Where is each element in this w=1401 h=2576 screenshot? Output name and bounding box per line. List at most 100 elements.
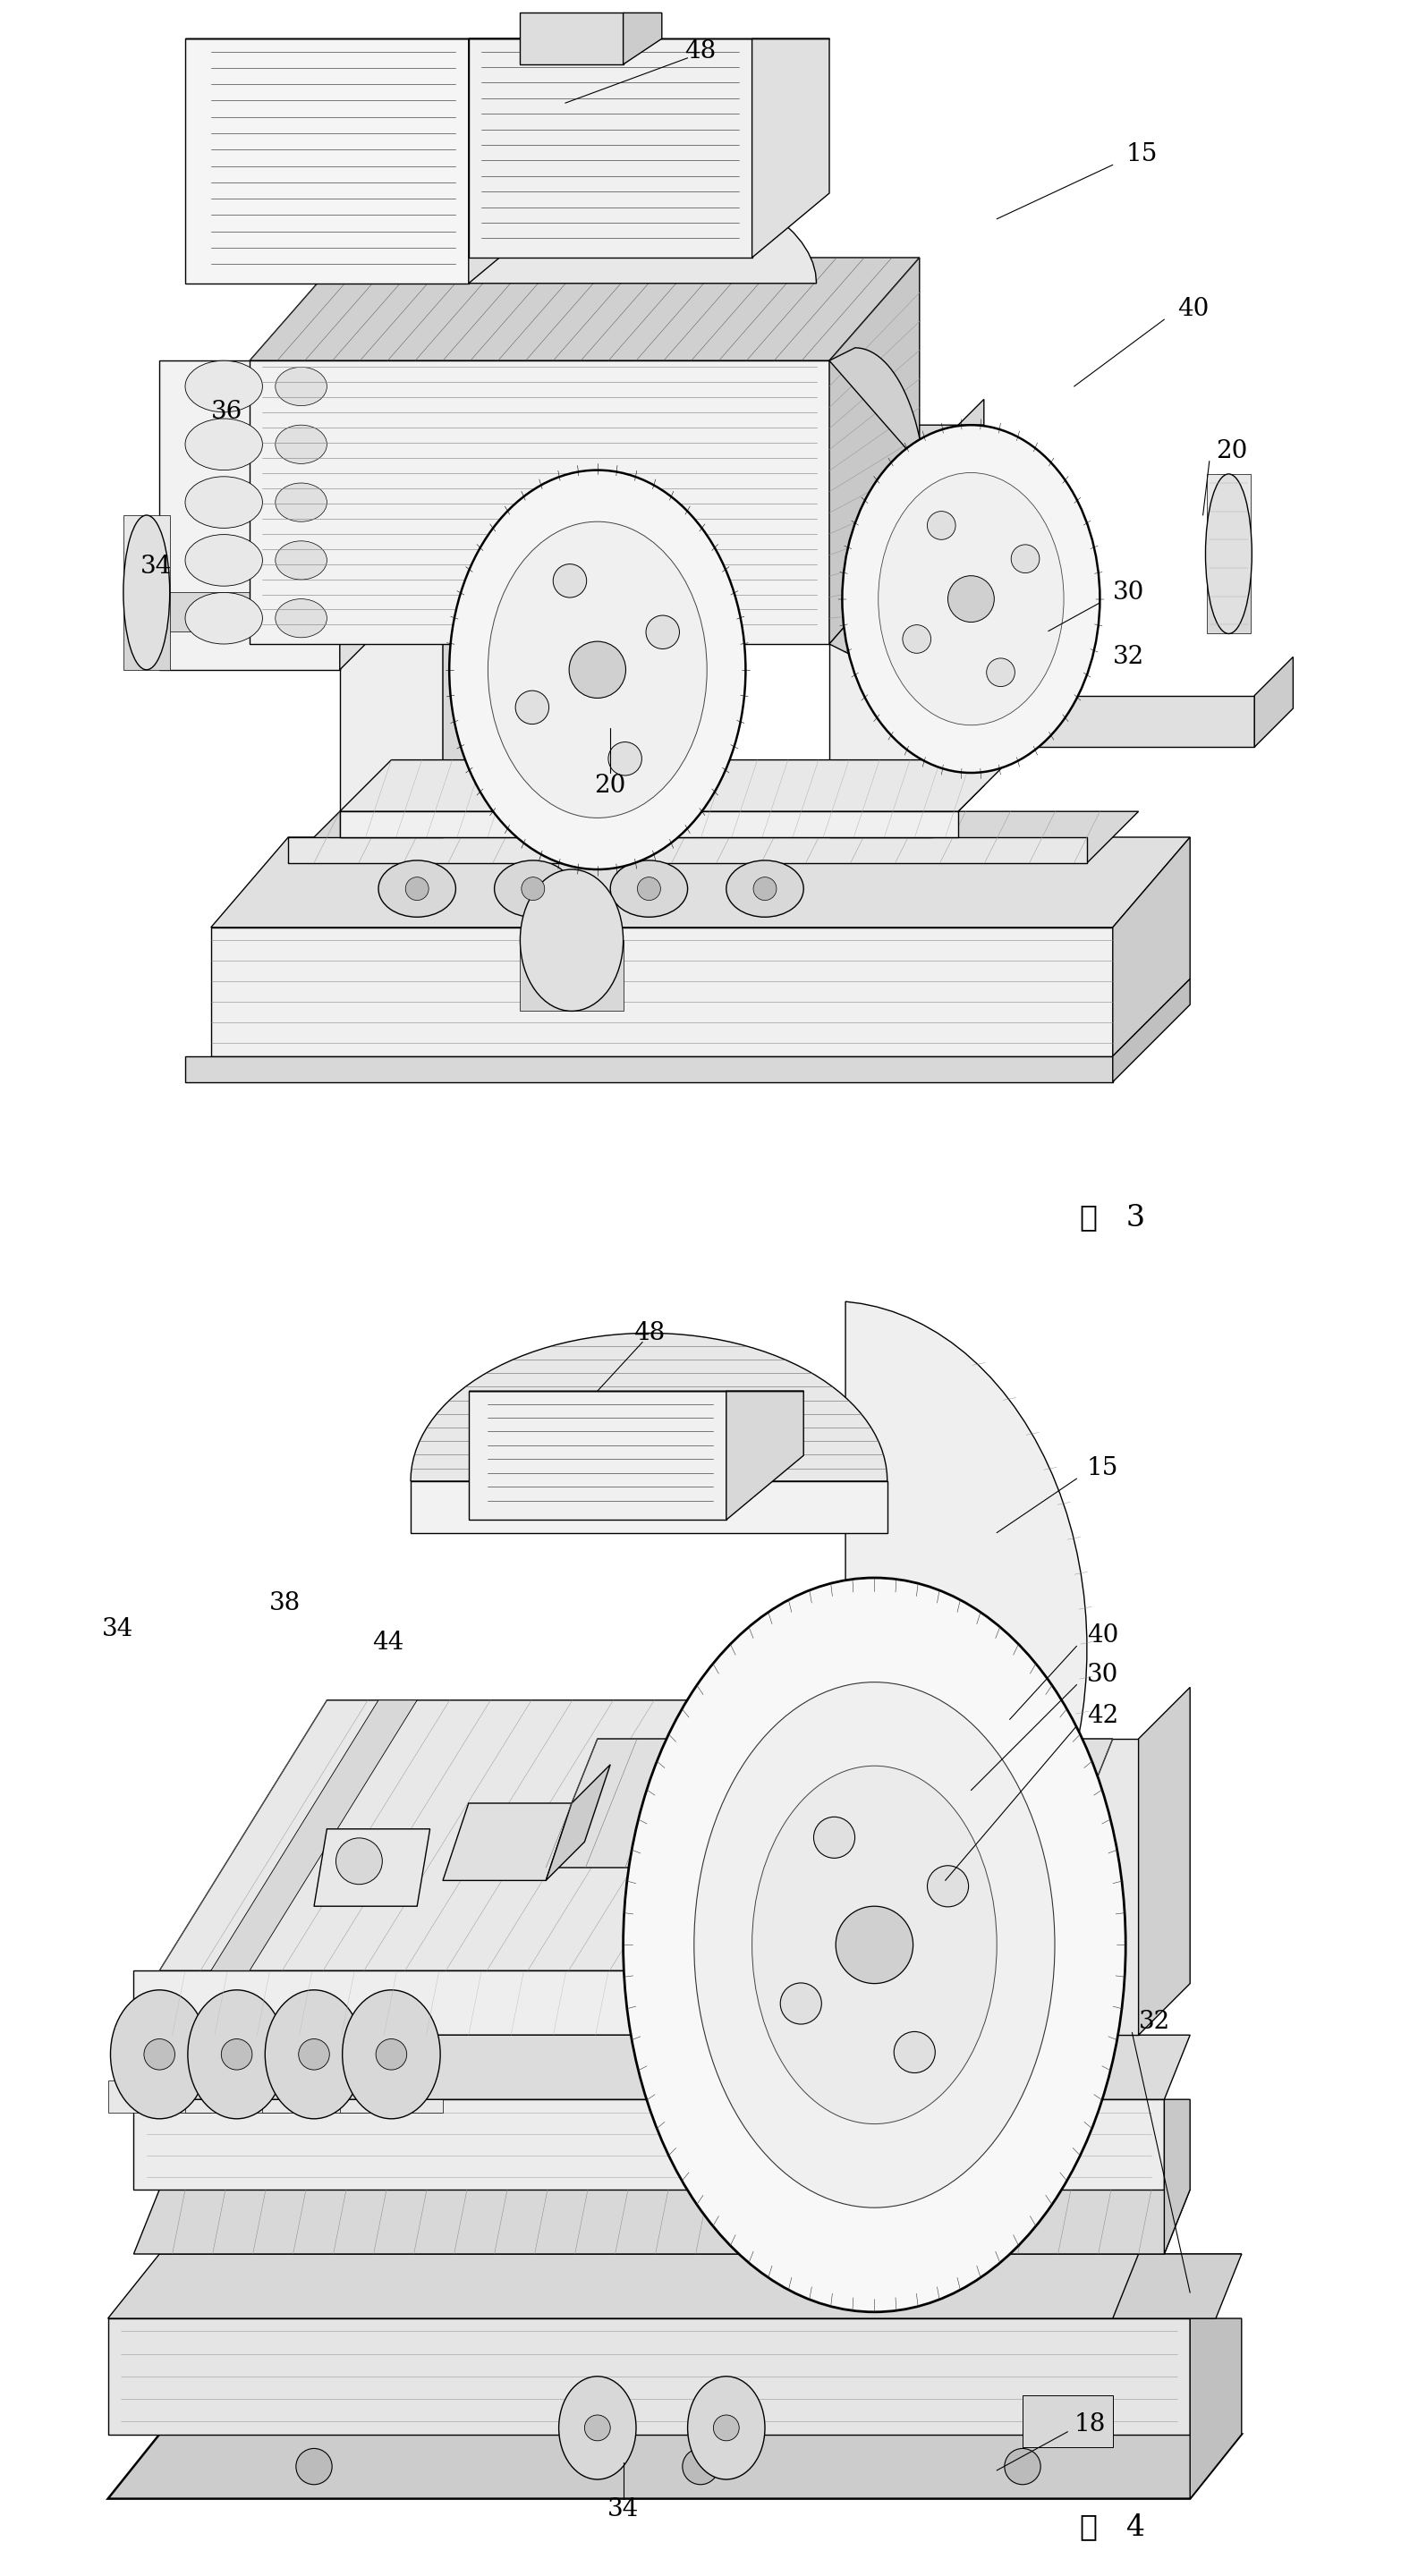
Circle shape	[754, 876, 776, 899]
Polygon shape	[340, 425, 984, 477]
Text: 44: 44	[373, 1631, 403, 1654]
Ellipse shape	[1205, 474, 1252, 634]
Polygon shape	[410, 1481, 887, 1533]
Polygon shape	[262, 2081, 366, 2112]
Polygon shape	[133, 2035, 1112, 2099]
Text: 42: 42	[1087, 1703, 1118, 1728]
Ellipse shape	[450, 471, 745, 871]
Text: 30: 30	[1087, 1662, 1118, 1687]
Circle shape	[1012, 544, 1040, 572]
Circle shape	[144, 2040, 175, 2071]
Polygon shape	[340, 309, 391, 670]
Ellipse shape	[276, 484, 326, 520]
Polygon shape	[185, 39, 468, 283]
Polygon shape	[520, 13, 623, 64]
Ellipse shape	[185, 533, 262, 587]
Polygon shape	[133, 2035, 1189, 2099]
Polygon shape	[468, 1391, 726, 1520]
Polygon shape	[546, 1765, 611, 1880]
Polygon shape	[726, 1391, 804, 1520]
Polygon shape	[410, 1334, 887, 1481]
Ellipse shape	[726, 860, 804, 917]
Ellipse shape	[185, 361, 262, 412]
Polygon shape	[249, 361, 829, 644]
Polygon shape	[185, 2081, 289, 2112]
Polygon shape	[123, 515, 170, 592]
Polygon shape	[340, 477, 933, 515]
Ellipse shape	[378, 860, 455, 917]
Circle shape	[646, 616, 679, 649]
Ellipse shape	[752, 1767, 996, 2123]
Polygon shape	[249, 258, 919, 361]
Ellipse shape	[342, 1989, 440, 2117]
Polygon shape	[468, 39, 752, 258]
Circle shape	[637, 876, 660, 899]
Circle shape	[780, 1984, 821, 2025]
Polygon shape	[1164, 2099, 1189, 2254]
Text: 34: 34	[140, 554, 172, 580]
Ellipse shape	[495, 860, 572, 917]
Ellipse shape	[559, 2375, 636, 2478]
Polygon shape	[443, 1803, 572, 1880]
Polygon shape	[340, 760, 1010, 811]
Text: 图   4: 图 4	[1080, 2512, 1146, 2543]
Polygon shape	[623, 13, 661, 64]
Polygon shape	[108, 2254, 1241, 2318]
Polygon shape	[468, 39, 546, 283]
Polygon shape	[108, 2434, 1241, 2499]
Text: 15: 15	[1125, 142, 1157, 167]
Text: 48: 48	[685, 39, 716, 64]
Polygon shape	[846, 1301, 1087, 1996]
Polygon shape	[340, 2081, 443, 2112]
Polygon shape	[160, 361, 340, 670]
Polygon shape	[933, 425, 984, 515]
Circle shape	[405, 876, 429, 899]
Polygon shape	[133, 2190, 1189, 2254]
Circle shape	[521, 876, 545, 899]
Polygon shape	[340, 451, 443, 837]
Text: 34: 34	[101, 1618, 133, 1641]
Circle shape	[584, 2416, 611, 2442]
Polygon shape	[289, 837, 1087, 863]
Polygon shape	[1112, 2254, 1241, 2318]
Ellipse shape	[878, 474, 1063, 724]
Polygon shape	[1112, 837, 1189, 1056]
Ellipse shape	[185, 417, 262, 471]
Circle shape	[1005, 2447, 1041, 2483]
Circle shape	[553, 564, 587, 598]
Polygon shape	[1206, 554, 1251, 634]
Polygon shape	[108, 2318, 1189, 2434]
Circle shape	[927, 1865, 968, 1906]
Polygon shape	[1139, 1687, 1189, 2035]
Ellipse shape	[693, 1682, 1055, 2208]
Circle shape	[836, 1906, 913, 1984]
Ellipse shape	[488, 520, 708, 819]
Text: 20: 20	[1216, 438, 1247, 464]
Polygon shape	[185, 1056, 1112, 1082]
Ellipse shape	[111, 1989, 209, 2117]
Polygon shape	[752, 39, 829, 258]
Polygon shape	[1112, 979, 1189, 1082]
Polygon shape	[212, 1700, 417, 1971]
Circle shape	[713, 2416, 740, 2442]
Polygon shape	[133, 2099, 1164, 2190]
Circle shape	[608, 742, 642, 775]
Circle shape	[516, 690, 549, 724]
Polygon shape	[289, 811, 1139, 863]
Polygon shape	[108, 2081, 212, 2112]
Ellipse shape	[276, 425, 326, 464]
Polygon shape	[829, 451, 933, 837]
Circle shape	[221, 2040, 252, 2071]
Polygon shape	[133, 1971, 1087, 2035]
Ellipse shape	[520, 871, 623, 1010]
Polygon shape	[1023, 2396, 1112, 2447]
Ellipse shape	[276, 366, 326, 404]
Circle shape	[814, 1816, 855, 1857]
Polygon shape	[249, 155, 817, 283]
Polygon shape	[1206, 474, 1251, 554]
Circle shape	[682, 2447, 719, 2483]
Polygon shape	[212, 837, 1189, 927]
Polygon shape	[829, 258, 919, 644]
Polygon shape	[933, 399, 984, 837]
Text: 48: 48	[633, 1321, 664, 1345]
